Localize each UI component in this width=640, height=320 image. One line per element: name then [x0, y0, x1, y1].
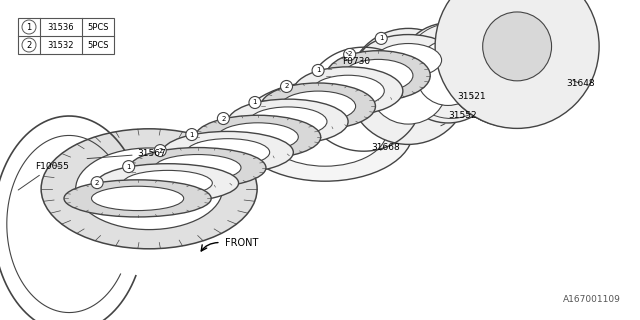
Ellipse shape: [195, 115, 321, 159]
Bar: [18, 18, 114, 54]
Ellipse shape: [76, 148, 223, 230]
Circle shape: [91, 177, 103, 188]
Text: 2: 2: [95, 180, 99, 186]
Ellipse shape: [154, 155, 241, 181]
Circle shape: [344, 48, 356, 60]
Text: 1: 1: [127, 164, 131, 170]
Ellipse shape: [237, 81, 413, 181]
Ellipse shape: [186, 139, 269, 166]
Text: 1: 1: [253, 100, 257, 106]
Text: 31668: 31668: [371, 143, 400, 152]
Text: 31521: 31521: [458, 92, 486, 100]
Ellipse shape: [312, 75, 384, 107]
Ellipse shape: [375, 44, 442, 77]
Ellipse shape: [326, 51, 430, 100]
Text: 1: 1: [316, 68, 321, 74]
Text: F0730: F0730: [342, 52, 371, 66]
Text: F10055: F10055: [18, 162, 69, 190]
Text: 2: 2: [284, 84, 289, 90]
Ellipse shape: [415, 40, 481, 106]
Ellipse shape: [483, 12, 552, 81]
Ellipse shape: [398, 23, 498, 123]
Ellipse shape: [264, 96, 387, 166]
Text: 1: 1: [189, 132, 194, 138]
Ellipse shape: [348, 28, 468, 144]
Ellipse shape: [249, 107, 327, 136]
Circle shape: [22, 20, 36, 34]
Text: 2: 2: [26, 41, 31, 50]
Ellipse shape: [280, 91, 356, 121]
Ellipse shape: [344, 60, 413, 92]
Circle shape: [280, 80, 292, 92]
Ellipse shape: [369, 49, 447, 124]
Text: 1: 1: [26, 22, 31, 31]
Circle shape: [312, 64, 324, 76]
Ellipse shape: [129, 148, 266, 188]
Ellipse shape: [294, 67, 403, 115]
Ellipse shape: [260, 83, 376, 130]
Text: 31532: 31532: [48, 41, 74, 50]
Circle shape: [375, 32, 387, 44]
Text: 1: 1: [379, 36, 383, 41]
Ellipse shape: [435, 0, 599, 128]
Ellipse shape: [97, 164, 239, 202]
Ellipse shape: [92, 186, 184, 211]
Text: 31552: 31552: [441, 111, 477, 126]
Text: 5PCS: 5PCS: [87, 22, 109, 31]
Text: 2: 2: [158, 148, 163, 154]
Text: 2: 2: [221, 116, 225, 122]
Ellipse shape: [228, 99, 348, 144]
Text: 31536: 31536: [48, 22, 74, 31]
Circle shape: [123, 161, 134, 172]
Ellipse shape: [64, 180, 211, 217]
Text: 5PCS: 5PCS: [87, 41, 109, 50]
Text: 2: 2: [348, 52, 352, 57]
Ellipse shape: [123, 170, 212, 196]
Ellipse shape: [41, 129, 257, 249]
Text: 31648: 31648: [566, 79, 595, 88]
Circle shape: [218, 113, 229, 124]
Circle shape: [22, 38, 36, 52]
Ellipse shape: [218, 123, 298, 151]
Text: FRONT: FRONT: [225, 237, 258, 248]
Circle shape: [249, 97, 261, 108]
Text: 31567: 31567: [87, 149, 166, 159]
Ellipse shape: [163, 132, 293, 173]
Circle shape: [186, 129, 198, 140]
Ellipse shape: [359, 35, 458, 86]
Text: A167001109: A167001109: [563, 295, 621, 304]
Circle shape: [154, 145, 166, 156]
